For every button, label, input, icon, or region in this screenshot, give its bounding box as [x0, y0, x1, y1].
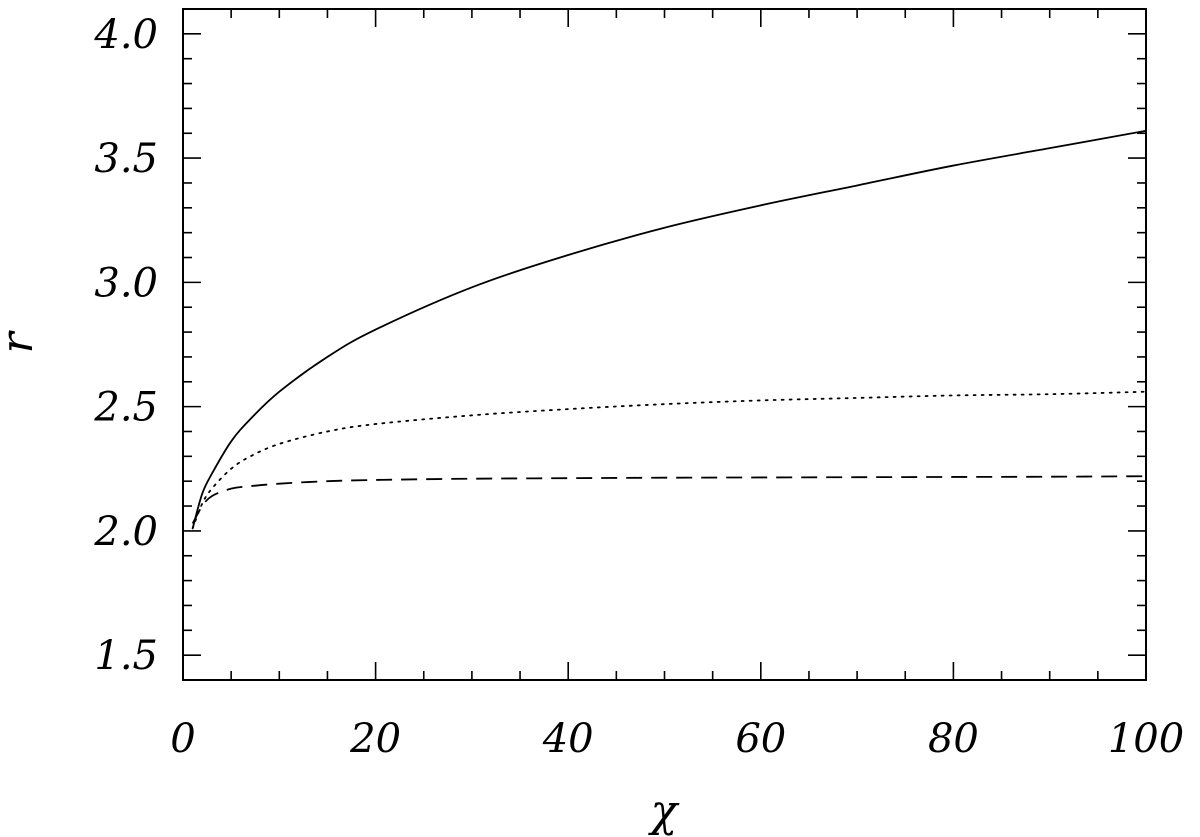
x-tick-label: 80 — [928, 716, 979, 762]
x-tick-label: 40 — [542, 716, 594, 762]
x-tick-label: 100 — [1108, 716, 1184, 762]
y-tick-label: 4.0 — [93, 12, 158, 58]
y-tick-label: 3.0 — [94, 260, 158, 306]
y-tick-label: 3.5 — [94, 136, 158, 182]
y-tick-label: 2.0 — [93, 509, 158, 555]
series-dotted-line — [191, 390, 1147, 530]
y-tick-label: 1.5 — [94, 633, 158, 679]
x-axis-title: χ — [648, 786, 680, 837]
y-tick-labels: 1.5 2.0 2.5 3.0 3.5 4.0 — [93, 12, 158, 679]
y-tick-label: 2.5 — [93, 385, 158, 431]
series-dashed-line — [191, 475, 1147, 524]
x-tick-label: 60 — [735, 716, 786, 762]
minor-ticks — [183, 8, 1146, 681]
series-group — [191, 129, 1147, 530]
x-tick-labels: 0 20 40 60 80 100 — [170, 716, 1184, 762]
series-solid-line — [191, 129, 1147, 529]
y-axis-title: r — [0, 330, 43, 354]
x-tick-label: 0 — [170, 716, 195, 762]
major-ticks — [182, 9, 1147, 680]
x-tick-label: 20 — [349, 716, 401, 762]
plot-frame — [182, 8, 1147, 681]
